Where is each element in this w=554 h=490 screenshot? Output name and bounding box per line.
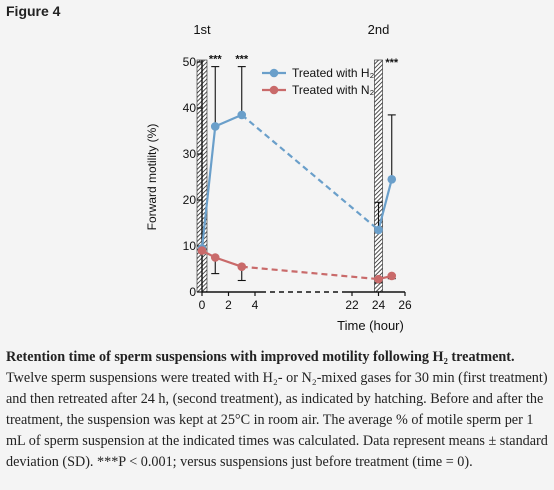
significance-marker: *** xyxy=(385,57,399,69)
data-point xyxy=(210,122,220,131)
series-line-1 xyxy=(377,179,393,231)
treatment-band-2 xyxy=(374,59,383,293)
series-line-2 xyxy=(201,249,243,268)
figure-label: Figure 4 xyxy=(6,3,61,19)
data-point xyxy=(237,110,247,120)
caption-title: Retention time of sperm suspensions with… xyxy=(6,349,515,365)
x-tick-label: 2 xyxy=(225,298,232,312)
figure-caption: Retention time of sperm suspensions with… xyxy=(6,347,548,473)
significance-marker: *** xyxy=(209,54,223,66)
legend-label: Treated with N₂ xyxy=(292,83,375,97)
data-point xyxy=(210,253,220,262)
legend-label: Treated with H₂ xyxy=(292,66,375,80)
x-tick-label: 4 xyxy=(252,298,259,312)
legend-swatch-marker xyxy=(269,85,279,95)
x-tick-label: 0 xyxy=(199,298,206,312)
caption-body: Twelve sperm suspensions were treated wi… xyxy=(6,370,548,470)
data-point xyxy=(374,225,383,235)
series-line-1-dashed xyxy=(241,114,380,231)
data-point xyxy=(374,274,383,284)
legend-swatch-marker xyxy=(269,68,279,78)
y-axis-label: Forward motility (%) xyxy=(145,124,159,231)
significance-marker: *** xyxy=(235,54,249,66)
phase-label: 1st xyxy=(193,22,211,37)
x-tick-label: 24 xyxy=(372,298,386,312)
x-tick-label: 26 xyxy=(398,298,412,312)
y-tick-label: 0 xyxy=(189,285,196,299)
x-axis-label: Time (hour) xyxy=(337,318,404,333)
data-point xyxy=(197,246,207,255)
phase-label: 2nd xyxy=(368,22,390,37)
series-line-2-dashed xyxy=(241,265,379,281)
y-tick-label: 50 xyxy=(183,55,197,69)
chart-container: 1st 2nd 0 10 20 30 40 50 Forward motility (%) 0 2 4… xyxy=(140,18,430,338)
data-point xyxy=(237,262,247,271)
data-point xyxy=(387,175,397,184)
y-tick-label: 20 xyxy=(183,193,197,207)
y-tick-label: 10 xyxy=(183,239,197,253)
y-tick-label: 40 xyxy=(183,101,197,115)
series-line-1 xyxy=(200,113,243,249)
x-tick-label: 22 xyxy=(345,298,359,312)
data-point xyxy=(387,271,397,281)
y-tick-label: 30 xyxy=(183,147,197,161)
